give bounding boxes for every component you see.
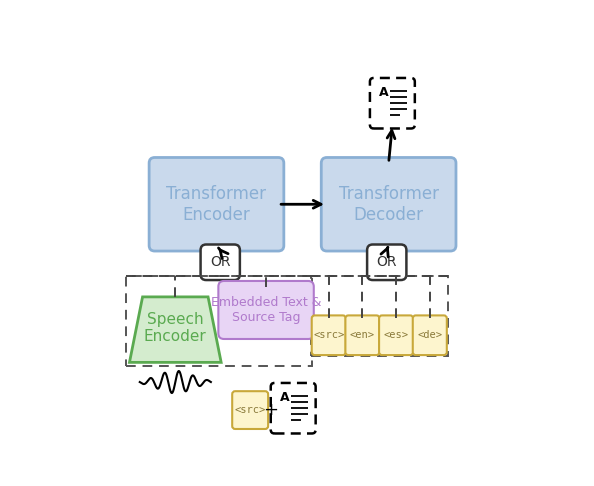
Text: <es>: <es> <box>384 330 409 340</box>
Polygon shape <box>129 297 221 363</box>
FancyBboxPatch shape <box>379 315 413 355</box>
FancyBboxPatch shape <box>370 78 415 128</box>
Text: <src>: <src> <box>235 405 266 415</box>
Text: Transformer
Decoder: Transformer Decoder <box>339 185 438 224</box>
Text: A: A <box>280 391 290 404</box>
Text: OR: OR <box>210 255 230 269</box>
FancyBboxPatch shape <box>219 281 314 339</box>
Text: OR: OR <box>377 255 397 269</box>
FancyBboxPatch shape <box>312 315 346 355</box>
Text: <de>: <de> <box>418 330 443 340</box>
FancyBboxPatch shape <box>149 157 284 251</box>
FancyBboxPatch shape <box>321 157 456 251</box>
Text: A: A <box>380 86 389 99</box>
FancyBboxPatch shape <box>201 244 240 280</box>
Text: Speech
Encoder: Speech Encoder <box>144 312 207 344</box>
Text: <src>: <src> <box>313 330 345 340</box>
FancyBboxPatch shape <box>367 244 406 280</box>
FancyBboxPatch shape <box>345 315 380 355</box>
Text: Embedded Text &
Source Tag: Embedded Text & Source Tag <box>211 296 321 324</box>
FancyBboxPatch shape <box>271 383 315 434</box>
FancyBboxPatch shape <box>232 391 268 429</box>
Text: Transformer
Encoder: Transformer Encoder <box>166 185 267 224</box>
Text: <en>: <en> <box>350 330 375 340</box>
FancyBboxPatch shape <box>413 315 447 355</box>
Text: +: + <box>263 401 278 419</box>
